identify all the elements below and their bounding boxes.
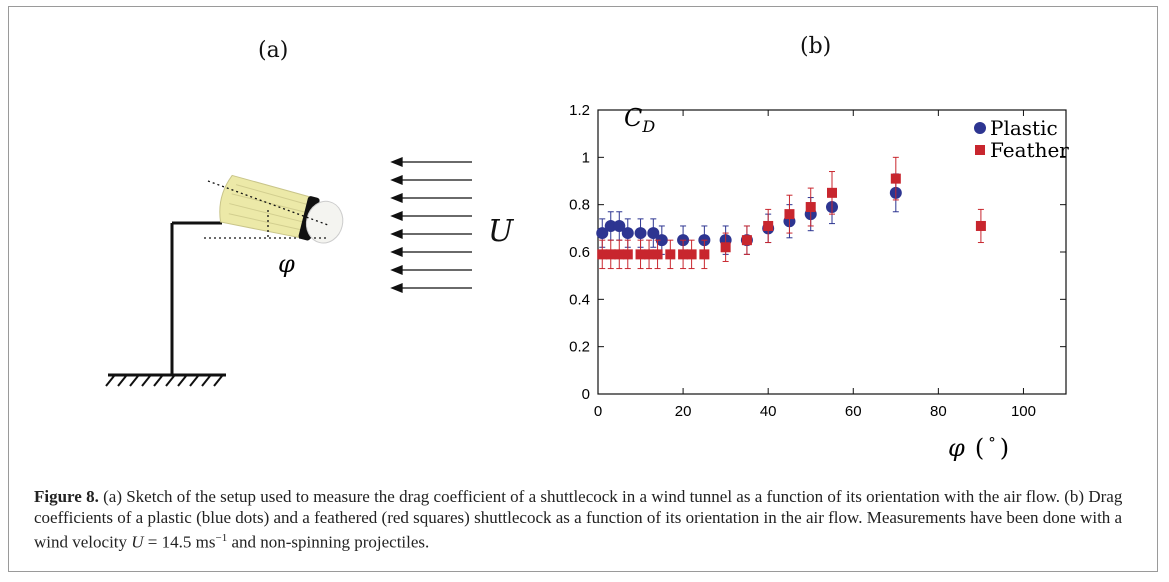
y-axis-label: CD — [624, 104, 655, 136]
y-tick-label: 0 — [582, 386, 590, 403]
caption-text-1: (a) Sketch of the setup used to measure … — [34, 487, 1123, 552]
data-point — [647, 227, 660, 240]
data-point — [720, 242, 731, 253]
data-point — [613, 219, 626, 232]
velocity-label: U — [488, 214, 514, 249]
y-tick-label: 0.4 — [569, 291, 590, 308]
plot-area — [596, 156, 986, 270]
series-feather — [597, 156, 986, 270]
wind-arrows — [390, 157, 472, 293]
data-point — [655, 234, 668, 247]
data-point — [784, 209, 795, 220]
data-point — [635, 249, 646, 260]
data-point — [604, 219, 617, 232]
data-point — [634, 227, 647, 240]
data-point — [622, 249, 633, 260]
data-point — [596, 227, 609, 240]
angle-label: φ — [278, 250, 295, 278]
data-point — [699, 249, 710, 260]
data-point — [890, 173, 901, 184]
legend-label: Plastic — [990, 116, 1058, 140]
caption-exponent: −1 — [215, 532, 228, 544]
data-point — [652, 249, 663, 260]
y-tick-label: 1.2 — [569, 102, 590, 119]
x-tick-label: 40 — [760, 403, 777, 420]
caption-label: Figure 8. — [34, 487, 99, 506]
data-point — [597, 249, 608, 260]
data-point — [678, 249, 689, 260]
legend-marker — [974, 122, 986, 134]
legend-marker — [975, 145, 985, 155]
stand — [105, 221, 226, 387]
y-tick-label: 0.2 — [569, 339, 590, 356]
data-point — [605, 249, 616, 260]
shuttlecock — [219, 174, 344, 244]
panel-b-label: (b) — [800, 34, 832, 59]
x-tick-label: 0 — [594, 403, 602, 420]
y-tick-label: 0.8 — [569, 197, 590, 214]
caption-velocity-symbol: U — [131, 532, 144, 552]
legend-label: Feather — [990, 138, 1069, 162]
x-tick-label: 80 — [930, 403, 947, 420]
data-point — [644, 249, 655, 260]
data-point — [686, 249, 697, 260]
panel-a-label: (a) — [258, 38, 289, 63]
y-tick-label: 1 — [582, 149, 590, 166]
x-tick-label: 100 — [1011, 403, 1036, 420]
data-point — [614, 249, 625, 260]
data-point — [741, 235, 752, 246]
x-axis-label: φ(°) — [948, 434, 1009, 462]
y-tick-label: 0.6 — [569, 244, 590, 261]
data-point — [827, 187, 837, 198]
setup-sketch: φ — [105, 157, 472, 387]
angle-lines — [204, 180, 329, 239]
caption-equals: = 14.5 ms — [143, 532, 216, 552]
data-point — [763, 220, 774, 231]
figure-frame — [8, 6, 1158, 572]
data-point — [621, 227, 634, 240]
data-point — [665, 249, 676, 260]
figure-caption: Figure 8. (a) Sketch of the setup used t… — [34, 486, 1144, 553]
caption-text-2: and non-spinning projectiles. — [227, 532, 430, 552]
x-tick-label: 20 — [675, 403, 692, 420]
drag-coefficient-chart: CD 0 20 40 60 80 100 0 0.2 0.4 0.6 0.8 1 1.2 Plastic… — [569, 102, 1069, 462]
x-tick-label: 60 — [845, 403, 862, 420]
data-point — [805, 202, 816, 213]
data-point — [975, 220, 986, 231]
